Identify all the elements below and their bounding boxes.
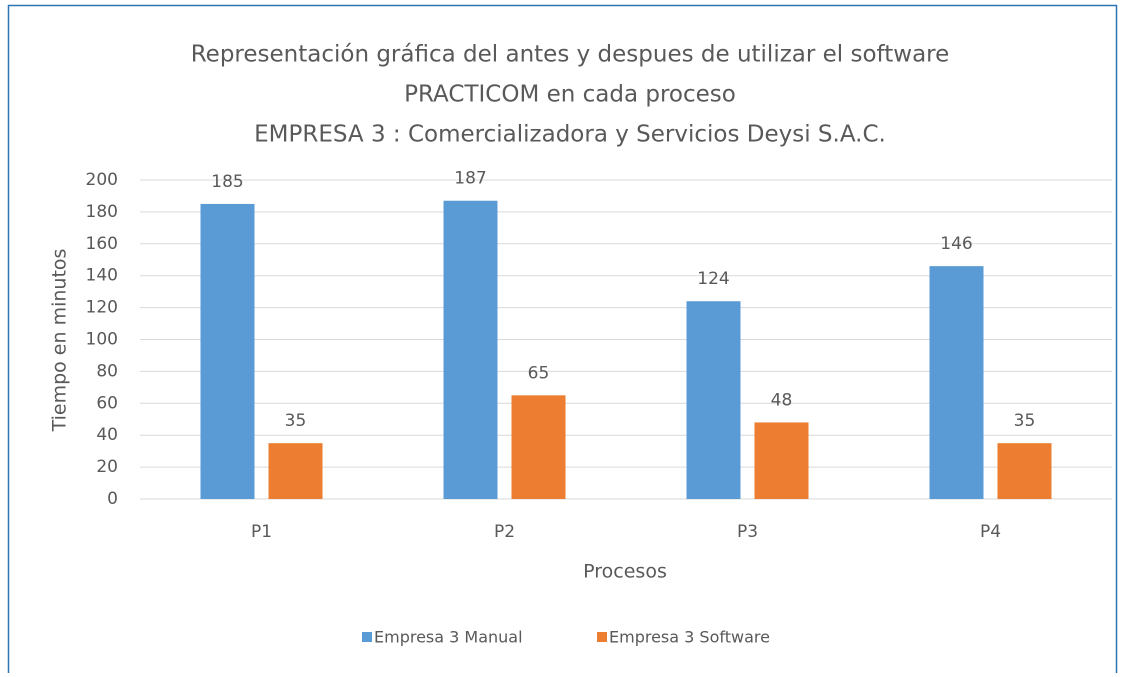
data-label: 124	[697, 269, 729, 289]
y-tick-label: 40	[96, 425, 118, 445]
x-tick-label: P3	[737, 522, 758, 542]
chart-title: PRACTICOM en cada proceso	[404, 82, 736, 108]
data-label: 146	[940, 234, 972, 254]
y-tick-label: 160	[86, 234, 118, 254]
bar	[686, 301, 741, 499]
y-tick-label: 200	[86, 170, 118, 190]
chart-title: Representación gráfica del antes y despu…	[191, 42, 950, 68]
bar	[511, 395, 566, 499]
data-label: 35	[285, 411, 307, 431]
x-tick-label: P2	[494, 522, 515, 542]
legend-label: Empresa 3 Manual	[374, 628, 523, 647]
y-tick-label: 20	[96, 457, 118, 477]
y-tick-label: 0	[107, 489, 118, 509]
bar	[997, 443, 1052, 499]
bar	[200, 203, 255, 500]
legend-label: Empresa 3 Software	[609, 628, 770, 647]
data-label: 187	[454, 169, 486, 189]
legend-swatch	[362, 632, 372, 642]
y-tick-label: 100	[86, 330, 118, 350]
data-label: 65	[528, 363, 550, 383]
y-tick-label: 180	[86, 202, 118, 222]
bar	[754, 422, 809, 499]
bar	[443, 200, 498, 500]
data-label: 185	[211, 172, 243, 192]
bar	[929, 266, 984, 499]
legend-swatch	[597, 632, 607, 642]
y-tick-label: 60	[96, 393, 118, 413]
data-label: 35	[1014, 411, 1036, 431]
x-tick-label: P4	[980, 522, 1001, 542]
bar	[268, 443, 323, 499]
y-tick-label: 80	[96, 361, 118, 381]
y-axis-title: Tiempo en minutos	[49, 249, 71, 433]
x-tick-label: P1	[251, 522, 272, 542]
data-label: 48	[771, 390, 793, 410]
x-axis-title: Procesos	[583, 561, 667, 583]
chart-title: EMPRESA 3 : Comercializadora y Servicios…	[254, 122, 886, 148]
y-tick-label: 140	[86, 266, 118, 286]
y-tick-label: 120	[86, 298, 118, 318]
